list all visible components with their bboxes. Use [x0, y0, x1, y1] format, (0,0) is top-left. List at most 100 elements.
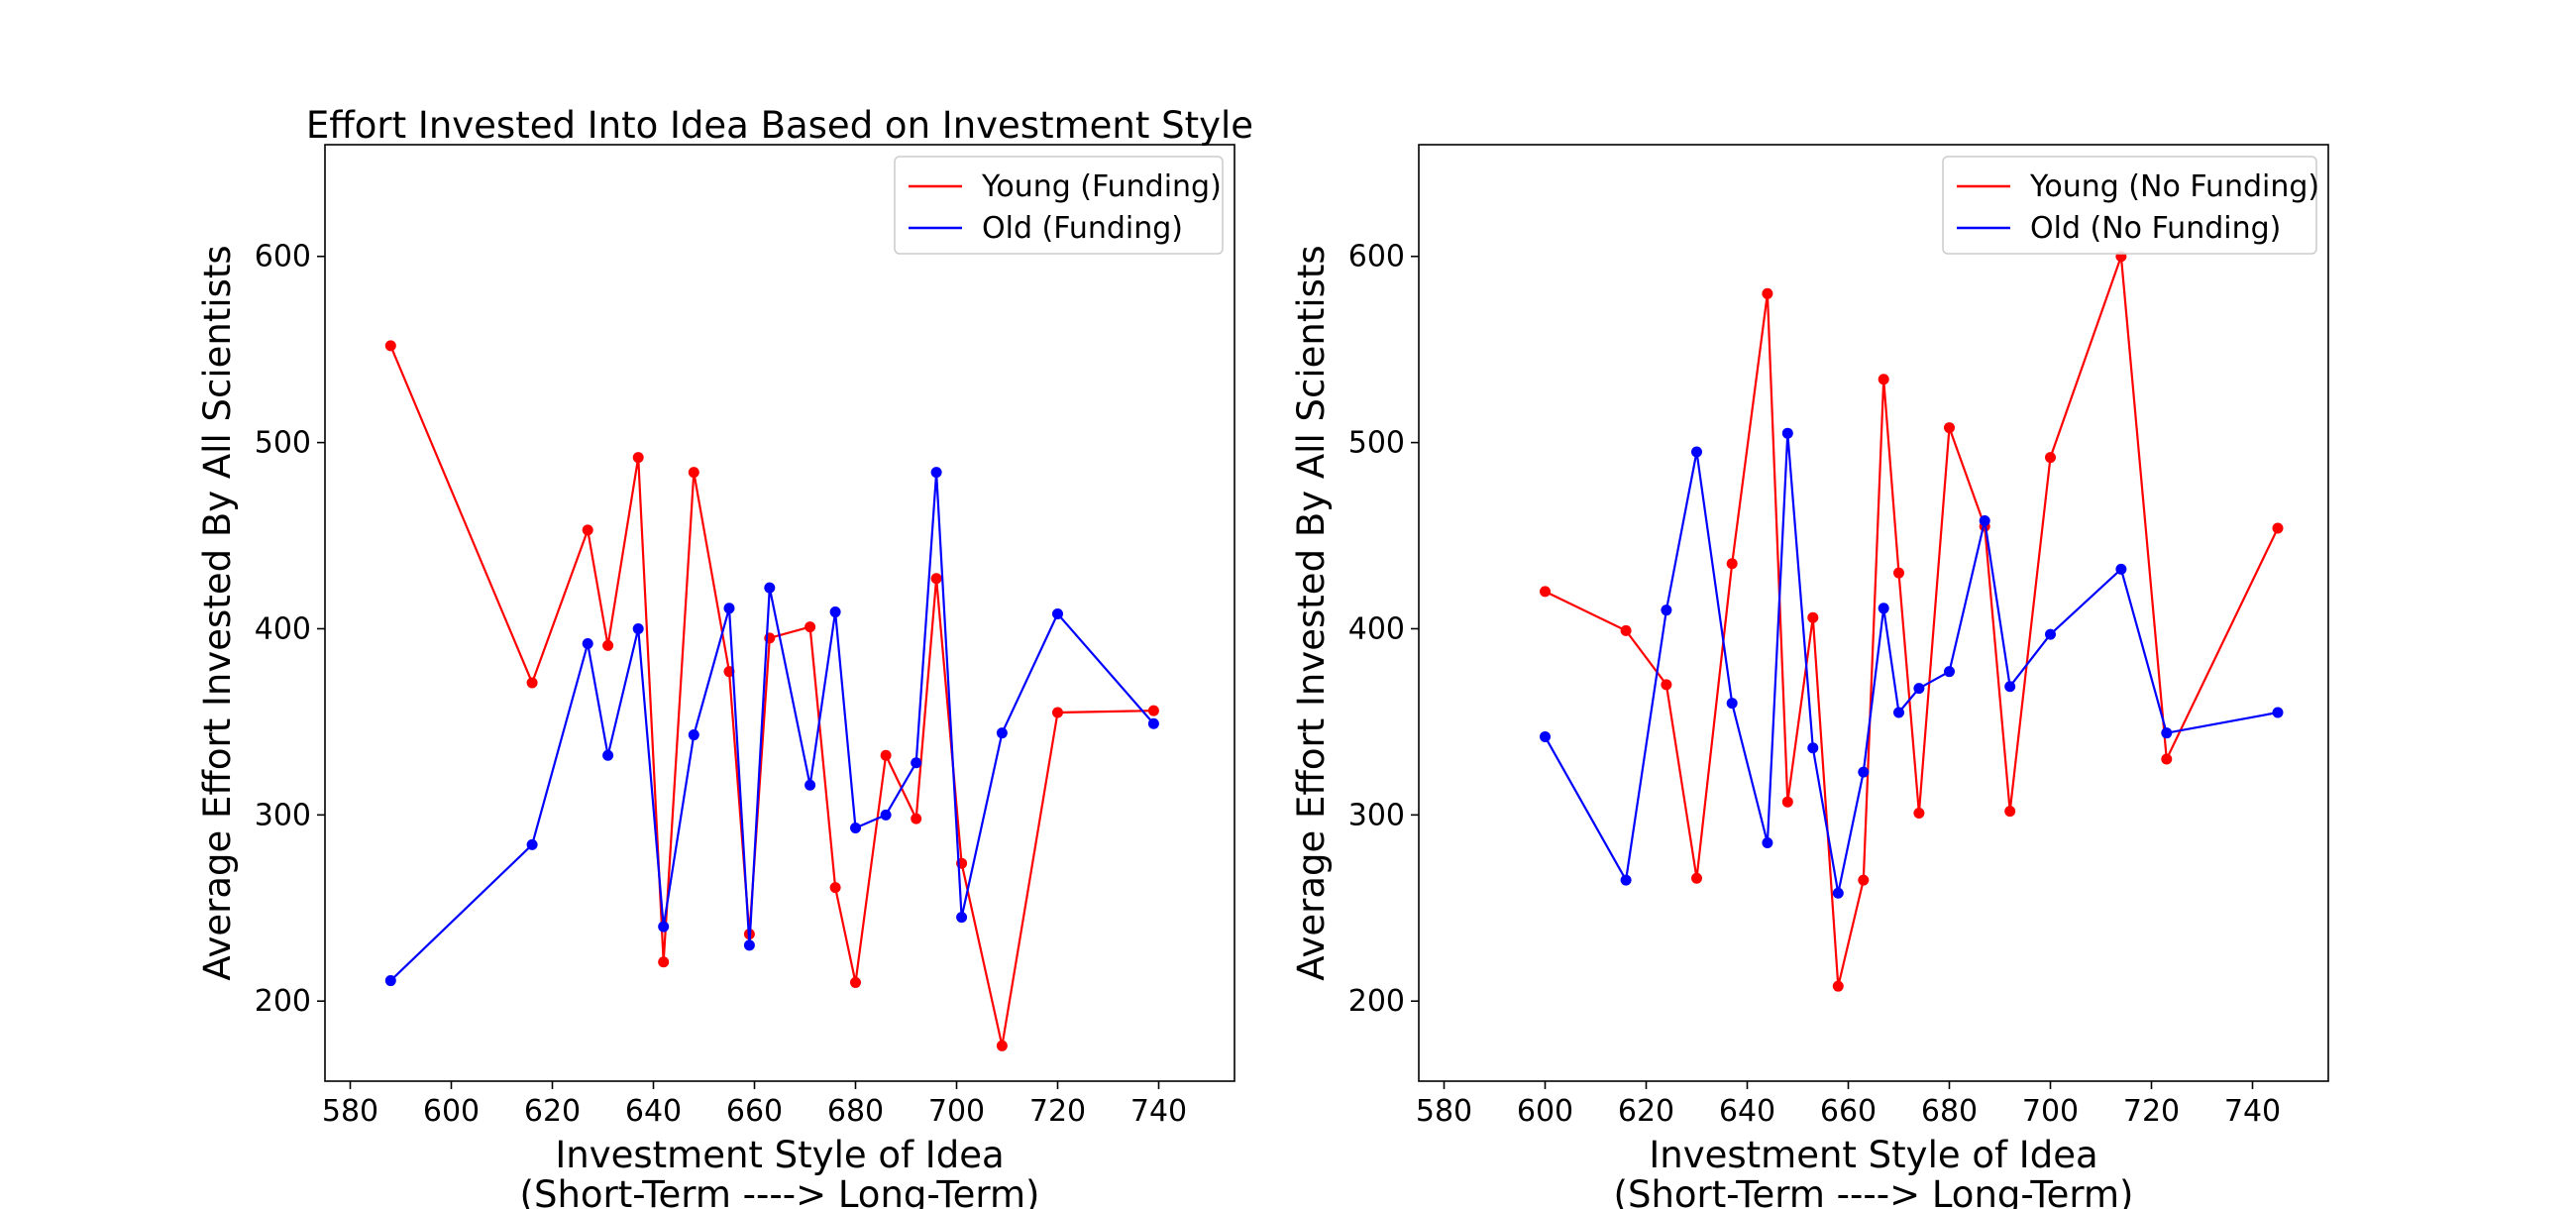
plot-frame — [1418, 144, 2329, 1082]
x-tick-label: 680 — [827, 1094, 884, 1129]
data-point — [1540, 730, 1551, 742]
data-point — [2161, 727, 2173, 739]
x-axis-label: (Short-Term ----> Long-Term) — [520, 1173, 1040, 1209]
data-point — [1913, 683, 1925, 695]
plot-frame — [324, 144, 1235, 1082]
data-point — [1979, 515, 1990, 526]
series-line — [389, 471, 1155, 982]
y-tick-label: 500 — [1348, 426, 1405, 461]
x-tick-label: 680 — [1921, 1094, 1978, 1129]
data-point — [1661, 604, 1672, 616]
data-point — [1052, 607, 1063, 619]
data-point — [1620, 624, 1632, 636]
x-tick-label: 600 — [423, 1094, 480, 1129]
x-tick-label: 620 — [524, 1094, 581, 1129]
data-point — [1781, 796, 1793, 808]
y-tick-label: 400 — [1348, 611, 1405, 646]
data-point — [526, 838, 538, 850]
x-tick-label: 740 — [2224, 1094, 2281, 1129]
data-point — [1661, 679, 1672, 691]
data-point — [2272, 707, 2284, 718]
data-point — [1944, 422, 1955, 434]
x-tick-label: 580 — [1416, 1094, 1472, 1129]
data-point — [850, 822, 861, 833]
data-point — [805, 621, 816, 633]
data-point — [1691, 446, 1702, 458]
data-point — [526, 677, 538, 689]
data-point — [1762, 287, 1773, 299]
y-tick-label: 300 — [1348, 798, 1405, 832]
data-point — [632, 452, 644, 464]
data-point — [1893, 707, 1904, 718]
data-point — [1878, 374, 1889, 385]
data-point — [1147, 717, 1159, 729]
data-point — [1726, 558, 1738, 570]
data-point — [880, 749, 892, 761]
data-point — [2045, 628, 2056, 640]
y-tick-label: 400 — [255, 611, 311, 646]
series-line — [389, 345, 1154, 1047]
legend-label: Young (Funding) — [981, 169, 1222, 204]
data-point — [602, 639, 614, 651]
data-point — [805, 779, 816, 791]
data-point — [2045, 452, 2056, 464]
data-point — [1832, 887, 1844, 899]
data-point — [1052, 707, 1063, 718]
data-point — [1832, 980, 1844, 992]
data-point — [930, 573, 942, 585]
legend-box — [1942, 156, 2317, 255]
data-point — [1691, 872, 1702, 884]
x-tick-label: 740 — [1130, 1094, 1187, 1129]
y-tick-label: 500 — [255, 426, 311, 461]
y-tick-label: 200 — [255, 984, 311, 1019]
data-point — [2272, 522, 2284, 534]
data-point — [829, 606, 841, 618]
data-point — [688, 729, 699, 741]
data-point — [743, 939, 755, 951]
data-point — [911, 757, 922, 769]
data-point — [911, 813, 922, 824]
chart-panel-1: 580 600 620 640 660 680 700 720 740 200 300 400 500 6… — [196, 104, 1253, 1209]
data-point — [829, 882, 841, 894]
data-point — [1807, 611, 1819, 623]
data-point — [2161, 753, 2173, 765]
y-tick-label: 300 — [255, 798, 311, 832]
x-tick-label: 700 — [928, 1094, 985, 1129]
series-line — [1545, 255, 2279, 988]
x-tick-label: 700 — [2022, 1094, 2079, 1129]
y-tick-label: 600 — [255, 240, 311, 275]
data-point — [1858, 766, 1870, 778]
legend: Young (Funding) Old (Funding) — [894, 156, 1224, 255]
data-point — [2115, 563, 2127, 575]
data-point — [996, 1040, 1008, 1051]
legend-label: Old (Funding) — [982, 211, 1183, 246]
data-point — [688, 467, 699, 479]
chart-title: Effort Invested Into Idea Based on Inves… — [306, 104, 1253, 147]
data-point — [1944, 666, 1955, 678]
data-point — [632, 622, 644, 634]
data-point — [850, 976, 861, 988]
x-tick-label: 640 — [625, 1094, 682, 1129]
data-point — [1807, 742, 1819, 754]
legend: Young (No Funding) Old (No Funding) — [1942, 156, 2319, 255]
data-point — [1762, 837, 1773, 849]
data-point — [1620, 874, 1632, 886]
data-point — [602, 749, 614, 761]
chart-panel-2: 580 600 620 640 660 680 700 720 740 200 300 400 500 6… — [1290, 144, 2329, 1209]
x-tick-label: 580 — [322, 1094, 378, 1129]
data-point — [996, 727, 1008, 739]
data-point — [1878, 603, 1889, 614]
x-tick-label: 720 — [2123, 1094, 2180, 1129]
data-point — [1858, 874, 1870, 886]
data-point — [2004, 806, 2016, 818]
data-point — [764, 582, 776, 594]
data-point — [658, 956, 670, 968]
data-point — [1781, 427, 1793, 439]
series-line — [1544, 432, 2279, 895]
x-tick-label: 660 — [1820, 1094, 1877, 1129]
data-point — [1893, 567, 1904, 579]
x-axis-label: Investment Style of Idea — [555, 1134, 1004, 1176]
data-point — [1726, 698, 1738, 710]
data-point — [1540, 586, 1551, 598]
